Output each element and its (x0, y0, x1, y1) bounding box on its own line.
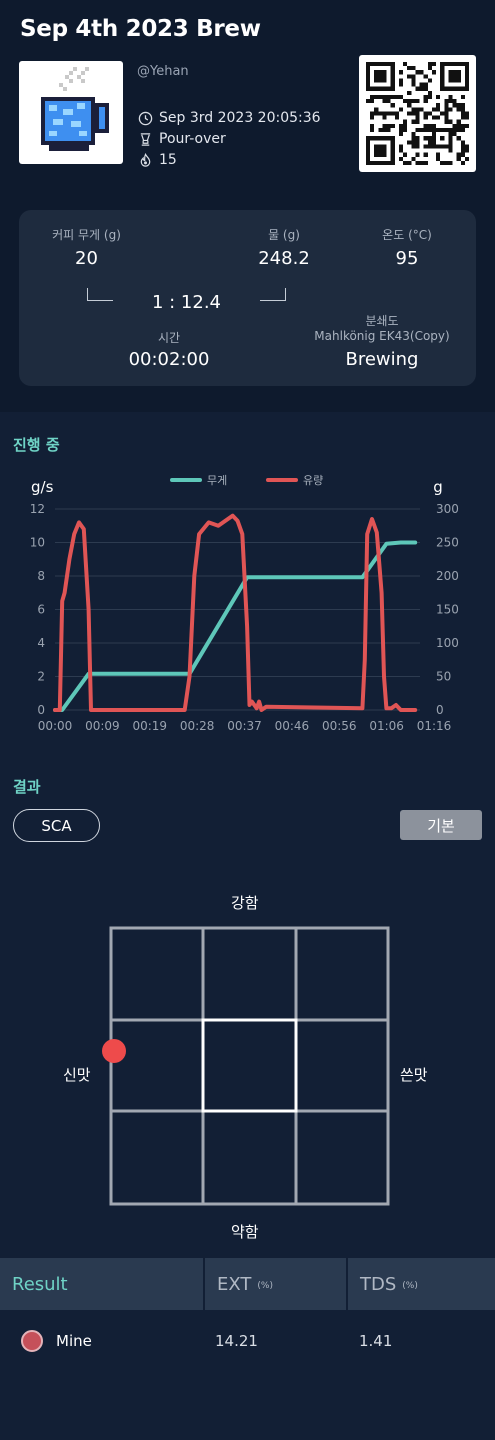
row-name: Mine (56, 1332, 92, 1350)
coffee-weight-value: 20 (75, 248, 98, 269)
brew-control-grid (100, 918, 400, 1218)
basic-button[interactable]: 기본 (400, 810, 482, 840)
progress-title: 진행 중 (13, 436, 60, 454)
row-ext: 14.21 (215, 1332, 258, 1350)
y-tick-left: 0 (37, 703, 45, 717)
y-axis-label-left: g/s (31, 478, 54, 496)
brew-datetime: Sep 3rd 2023 20:05:36 (159, 110, 321, 126)
x-tick: 00:09 (85, 719, 120, 733)
brew-method: Pour-over (159, 131, 226, 147)
dripper-icon (137, 131, 153, 147)
ext-column-header[interactable]: EXT (%) (205, 1258, 346, 1310)
coffee-cup-avatar (19, 61, 123, 164)
x-tick: 00:56 (322, 719, 357, 733)
y-tick-right: 50 (436, 670, 451, 684)
bitter-label: 쓴맛 (400, 1066, 428, 1084)
ext-unit: (%) (257, 1281, 273, 1291)
coffee-weight-label: 커피 무게 (g) (52, 228, 121, 242)
result-header-text: Result (12, 1273, 68, 1295)
ideal-zone (201, 1018, 298, 1113)
y-tick-left: 4 (37, 636, 45, 650)
temperature-value: 95 (395, 248, 419, 269)
grinder-name: Mahlkönig EK43(Copy) (314, 329, 450, 343)
y-tick-right: 250 (436, 536, 459, 550)
brew-chart: 0 2 4 6 8 10 12 0 50 100 150 200 250 300 00:00 00:09 00:… (0, 462, 495, 747)
y-tick-right: 0 (436, 703, 444, 717)
result-column-header: Result (0, 1258, 203, 1310)
x-tick: 00:37 (227, 719, 262, 733)
legend-label: 무게 (207, 474, 227, 487)
tds-unit: (%) (402, 1281, 418, 1291)
sour-label: 신맛 (63, 1066, 91, 1084)
series-line-유량 (53, 513, 418, 712)
grinder-label: 분쇄도 (365, 314, 399, 328)
water-value: 248.2 (258, 248, 310, 269)
y-axis-label-right: g (433, 478, 443, 496)
brew-header: Sep 4th 2023 Brew @Yehan (0, 0, 495, 412)
tds-column-header[interactable]: TDS (%) (348, 1258, 495, 1310)
mine-color-dot (21, 1330, 43, 1352)
datetime-row: Sep 3rd 2023 20:05:36 (137, 110, 321, 126)
result-marker[interactable] (102, 1039, 126, 1063)
temperature-label: 온도 (°C) (382, 228, 432, 242)
x-tick: 00:19 (132, 719, 167, 733)
x-tick: 00:46 (275, 719, 310, 733)
y-tick-left: 10 (30, 536, 45, 550)
tds-header-text: TDS (360, 1273, 397, 1295)
y-tick-left: 8 (37, 569, 45, 583)
y-tick-right: 150 (436, 603, 459, 617)
series-line-무게 (53, 540, 418, 712)
page-title: Sep 4th 2023 Brew (20, 16, 261, 42)
y-tick-left: 6 (37, 603, 45, 617)
count-row: 15 (137, 152, 177, 168)
brew-count: 15 (159, 152, 177, 168)
strong-label: 강함 (231, 894, 259, 912)
qr-code[interactable] (359, 55, 476, 172)
y-tick-right: 300 (436, 502, 459, 516)
user-handle: @Yehan (137, 64, 189, 79)
legend-label: 유량 (303, 474, 323, 487)
y-tick-left: 2 (37, 670, 45, 684)
water-label: 물 (g) (268, 228, 300, 242)
result-title: 결과 (13, 778, 41, 796)
grinder-value: Brewing (345, 349, 419, 370)
y-tick-right: 200 (436, 569, 459, 583)
recipe-panel: 커피 무게 (g) 20 물 (g) 248.2 온도 (°C) 95 1 : … (19, 210, 476, 386)
row-tds: 1.41 (359, 1332, 393, 1350)
weak-label: 약함 (231, 1223, 259, 1241)
x-tick: 00:28 (180, 719, 215, 733)
ratio-bracket-left (87, 288, 113, 301)
ext-header-text: EXT (217, 1273, 252, 1295)
clock-icon (137, 110, 153, 126)
y-tick-right: 100 (436, 636, 459, 650)
ratio-bracket-right (260, 288, 286, 301)
x-tick: 00:00 (38, 719, 73, 733)
brew-ratio: 1 : 12.4 (151, 292, 222, 313)
x-tick: 01:16 (417, 719, 452, 733)
flame-icon (137, 152, 153, 168)
sca-toggle-button[interactable]: SCA (13, 809, 100, 842)
time-value: 00:02:00 (128, 349, 210, 370)
y-tick-left: 12 (30, 502, 45, 516)
x-tick: 01:06 (369, 719, 404, 733)
method-row: Pour-over (137, 131, 226, 147)
time-label: 시간 (157, 331, 181, 345)
